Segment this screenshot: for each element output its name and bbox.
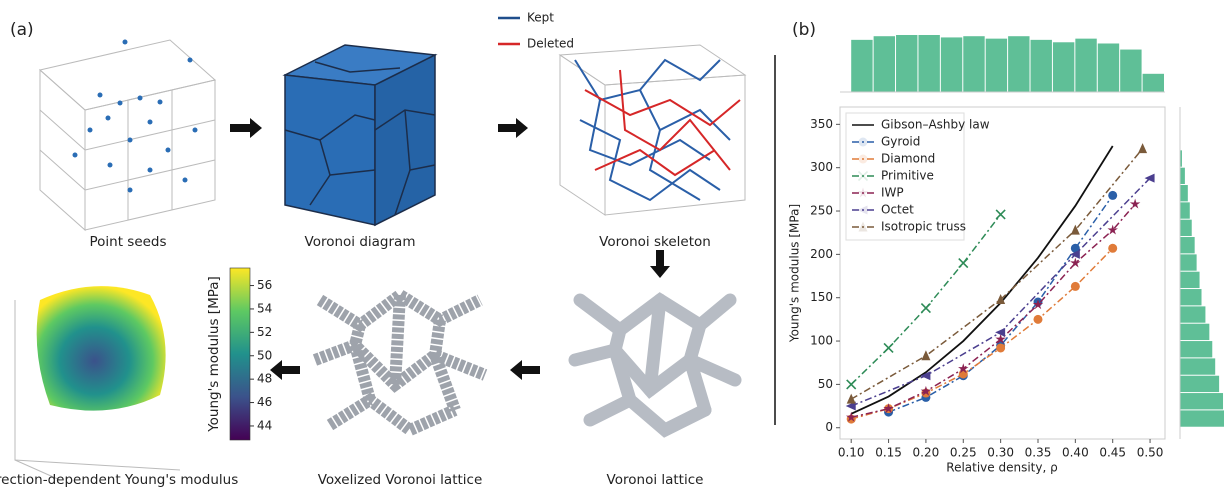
y-tick-label: 250 — [810, 204, 833, 218]
caption: Voronoi lattice — [607, 472, 704, 488]
y-tick-label: 150 — [810, 290, 833, 304]
x-tick-label: 0.15 — [875, 446, 902, 460]
histogram-bar — [1180, 393, 1223, 409]
panel-label: (a) — [10, 20, 34, 40]
caption: Voronoi skeleton — [599, 234, 711, 250]
histogram-bar — [918, 35, 939, 92]
colorbar-tick-label: 48 — [257, 372, 272, 386]
histogram-bar — [963, 36, 984, 92]
histogram-bar — [1180, 410, 1224, 426]
caption: Voronoi diagram — [305, 234, 416, 250]
y-tick-label: 350 — [810, 117, 833, 131]
marker — [1071, 282, 1080, 291]
colorbar-tick-label: 50 — [257, 348, 272, 362]
voxelized-lattice-image — [315, 295, 485, 430]
histogram-bar — [941, 37, 962, 92]
x-tick-label: 0.45 — [1099, 446, 1126, 460]
legend-label: Gibson–Ashby law — [881, 118, 990, 132]
point-seeds-image — [40, 40, 215, 231]
histogram-bar — [1180, 237, 1195, 253]
histogram-bar — [1180, 202, 1190, 218]
marker — [1033, 315, 1042, 324]
legend-label: Gyroid — [881, 135, 920, 149]
histogram-bar — [1180, 324, 1209, 340]
histogram-bar — [1180, 289, 1202, 305]
histogram-bar — [851, 40, 872, 92]
x-axis-label: Relative density, ρ — [946, 461, 1057, 475]
legend-label: Diamond — [881, 152, 935, 166]
histogram-bar — [1143, 74, 1164, 92]
voronoi-skeleton-image — [560, 45, 745, 215]
colorbar — [230, 268, 250, 440]
panel-label: (b) — [792, 20, 816, 40]
legend-label: IWP — [881, 186, 904, 200]
histogram-bar — [1180, 341, 1212, 357]
histogram-bar — [1180, 306, 1205, 322]
x-tick-label: 0.25 — [950, 446, 977, 460]
histogram-bar — [1180, 220, 1192, 236]
legend-label: Isotropic truss — [881, 220, 966, 234]
histogram-bar — [1180, 254, 1197, 270]
y-tick-label: 0 — [825, 420, 833, 434]
x-tick-label: 0.10 — [838, 446, 865, 460]
x-tick-label: 0.40 — [1062, 446, 1089, 460]
marker — [1108, 244, 1117, 253]
histogram-bar — [1120, 50, 1141, 92]
figure: (a) Young's modulus [MPa] (b) Relative d… — [0, 0, 1225, 494]
legend-label: Deleted — [527, 37, 574, 51]
histogram-bar — [1008, 36, 1029, 92]
colorbar-tick-label: 46 — [257, 395, 272, 409]
histogram-bar — [1180, 168, 1185, 184]
colorbar-tick-label: 56 — [257, 278, 272, 292]
x-tick-label: 0.20 — [913, 446, 940, 460]
colorbar-tick-label: 52 — [257, 325, 272, 339]
histogram-bar — [1180, 272, 1200, 288]
histogram-bar — [896, 35, 917, 92]
colorbar-tick-label: 44 — [257, 418, 272, 432]
marker — [996, 343, 1005, 352]
x-tick-label: 0.35 — [1025, 446, 1052, 460]
histogram-bar — [1098, 43, 1119, 92]
legend-label: Kept — [527, 11, 554, 25]
colorbar-label: Young's modulus [MPa] — [206, 276, 222, 433]
histogram-bar — [1075, 39, 1096, 92]
x-tick-label: 0.50 — [1137, 446, 1164, 460]
y-tick-label: 200 — [810, 247, 833, 261]
y-tick-label: 50 — [818, 377, 833, 391]
caption: Voxelized Voronoi lattice — [318, 472, 483, 488]
y-tick-label: 300 — [810, 160, 833, 174]
voronoi-lattice-image — [575, 300, 735, 430]
histogram-bar — [986, 39, 1007, 92]
histogram-bar — [1053, 42, 1074, 92]
modulus-surface-image — [15, 286, 180, 480]
colorbar-tick-label: 54 — [257, 301, 272, 315]
histogram-bar — [1180, 185, 1188, 201]
histogram-bar — [1180, 376, 1219, 392]
y-tick-label: 100 — [810, 334, 833, 348]
y-axis-label: Young's modulus [MPa] — [788, 204, 802, 343]
legend-label: Octet — [881, 203, 914, 217]
histogram-bar — [1180, 358, 1215, 374]
histogram-bar — [1031, 40, 1052, 92]
x-tick-label: 0.30 — [987, 446, 1014, 460]
histogram-bar — [874, 36, 895, 92]
voronoi-diagram-image — [285, 45, 435, 225]
legend-label: Primitive — [881, 169, 934, 183]
marker — [1108, 191, 1117, 200]
marker — [959, 369, 968, 378]
caption: Direction-dependent Young's modulus — [0, 472, 238, 488]
caption: Point seeds — [89, 234, 166, 250]
